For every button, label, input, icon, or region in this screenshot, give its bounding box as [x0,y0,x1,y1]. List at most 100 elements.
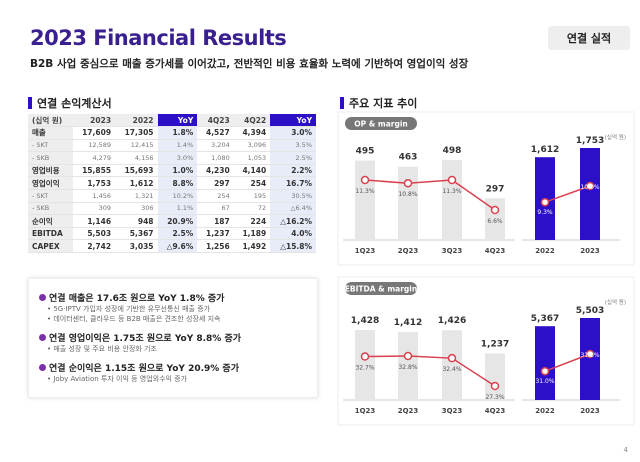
annual-bar [535,326,555,400]
table-row: 순이익 1,146 948 20.9% 187 224 △16.2% [28,214,316,228]
table-row: - SKB 309 306 1.1% 67 72 △6.4% [28,202,316,216]
x-tick-label: 2Q23 [398,247,419,255]
table-cell: 309 [72,202,116,216]
table-header-row: (십억 원) 2023 2022 YoY 4Q23 4Q22 YoY [28,114,316,128]
page-subtitle: B2B 사업 중심으로 매출 증가세를 이어갔고, 전반적인 비용 효율화 노력… [30,58,469,70]
section-badge: 연결 실적 [548,26,630,50]
x-tick-label: 2022 [535,407,555,415]
row-label: 영업비용 [28,164,73,178]
chart-title: EBITDA & margin [345,285,417,294]
table-cell: 3.0% [157,151,198,165]
table-cell: 15,693 [115,164,158,178]
table-cell: 16.7% [270,176,316,191]
table-cell: △16.2% [270,214,316,228]
table-cell: 3,035 [115,239,158,254]
chart-title-pill [345,117,417,130]
table-cell: 17,305 [115,126,158,140]
table-cell: 195 [233,189,271,203]
table-cell: 1,237 [197,227,234,241]
margin-label: 10.0% [580,184,599,191]
page-number: 4 [623,446,628,454]
bar-value-label: 1,612 [531,145,559,155]
x-tick-label: 1Q23 [355,247,376,255]
row-label: - SKT [28,139,73,153]
table-cell: 1,753 [72,176,116,191]
bar-value-label: 495 [356,147,375,157]
table-cell: 4,279 [72,151,116,165]
table-cell: 3,096 [233,139,271,153]
table-cell: 30.5% [270,189,316,203]
chart-title: OP & margin [354,120,408,129]
bar-value-label: 1,428 [351,316,379,326]
table-cell: 1,456 [72,189,116,203]
x-tick-label: 4Q23 [485,407,506,415]
table-cell: △9.6% [157,239,198,254]
table-row: 영업비용 15,855 15,693 1.0% 4,230 4,140 2.2% [28,164,316,178]
row-label: 순이익 [28,214,73,228]
x-tick-label: 3Q23 [442,407,463,415]
table-cell: 8.8% [157,176,198,191]
highlight-heading: 연결 영업이익은 1.75조 원으로 YoY 8.8% 증가 [39,331,307,344]
table-cell: 948 [115,214,158,228]
highlight-heading: 연결 매출은 17.6조 원으로 YoY 1.8% 증가 [39,291,307,304]
table-cell: 1.8% [157,126,198,140]
table-row: - SKB 4,279 4,156 3.0% 1,080 1,053 2.5% [28,151,316,165]
highlight-heading-text: 연결 순이익은 1.15조 원으로 YoY 20.9% 증가 [49,364,239,374]
margin-point [490,205,500,215]
table-cell: 1,189 [233,227,271,241]
table-cell: 5,503 [72,227,116,241]
column-header: YoY [157,114,198,128]
bar-value-label: 1,426 [438,316,466,326]
margin-point [585,349,595,359]
quarter-bar [485,353,505,400]
table-cell: 3.0% [270,126,316,140]
table-cell: 297 [197,176,234,191]
row-label: 매출 [28,126,73,140]
annual-bar [580,148,600,240]
table-cell: 187 [197,214,234,228]
table-cell: 224 [233,214,271,228]
row-label: 영업이익 [28,176,73,191]
margin-point [447,175,457,185]
page-title: 2023 Financial Results [30,26,287,50]
table-cell: 2.5% [270,151,316,165]
table-cell: 1,146 [72,214,116,228]
margin-point [490,381,500,391]
table-cell: 4,527 [197,126,234,140]
table-cell: 2.5% [157,227,198,241]
bar-value-label: 1,753 [576,136,604,146]
bar-value-label: 1,412 [394,318,422,328]
chart-section-heading: 주요 지표 추이 [340,95,417,111]
row-label: - SKT [28,189,73,203]
column-header: 4Q22 [233,114,271,128]
table-section-heading: 연결 손익계산서 [28,95,112,111]
quarter-bar [398,166,418,240]
margin-label: 31.0% [535,378,554,385]
column-header: (십억 원) [28,114,73,128]
table-cell: 72 [233,202,271,216]
accent-bar [340,97,344,109]
margin-point [403,178,413,188]
income-statement-table: (십억 원) 2023 2022 YoY 4Q23 4Q22 YoY 매출 17,609 17,… [28,114,316,254]
margin-line [544,185,591,203]
table-cell: 5,367 [115,227,158,241]
table-cell: △6.4% [270,202,316,216]
quarter-bar [485,198,505,240]
table-cell: 1,080 [197,151,234,165]
table-cell: 4,156 [115,151,158,165]
margin-label: 32.7% [355,365,374,372]
table-cell: 1.4% [157,139,198,153]
margin-point [540,366,550,376]
quarter-bar [398,331,418,400]
highlights-box: 연결 매출은 17.6조 원으로 YoY 1.8% 증가 • 5G·IPTV 가입… [28,278,318,398]
bullet-dot-icon [39,364,46,371]
table-cell: 2,742 [72,239,116,254]
table-row: - SKT 1,456 1,321 10.2% 254 195 30.5% [28,189,316,203]
margin-label: 10.8% [398,191,417,198]
row-label: - SKB [28,151,73,165]
margin-label: 32.8% [398,364,417,371]
highlight-bullet: • 5G·IPTV 가입자 성장에 기반한 유무선통신 매출 증가 [47,305,211,313]
margin-label: 11.3% [442,188,461,195]
quarter-bar [442,330,462,400]
table-cell: 1,256 [197,239,234,254]
